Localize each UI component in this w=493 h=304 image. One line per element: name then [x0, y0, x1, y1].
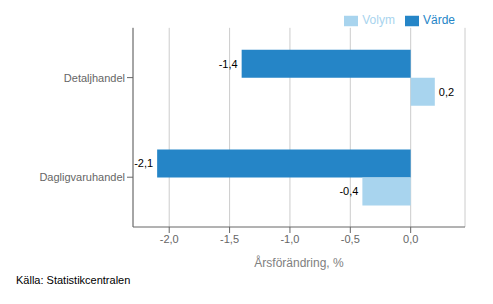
html-text:Källa: Statistikcentralen: Källa: Statistikcentralen	[16, 274, 131, 286]
svg-text:Årsförändring, %: Årsförändring, %	[254, 255, 344, 270]
svg-text:0,0: 0,0	[403, 233, 418, 245]
svg-text:Dagligvaruhandel: Dagligvaruhandel	[39, 171, 125, 183]
svg-text:Detaljhandel: Detaljhandel	[64, 72, 125, 84]
svg-text:-0,4: -0,4	[339, 185, 358, 197]
svg-text:-1,0: -1,0	[280, 233, 299, 245]
svg-text:0,2: 0,2	[439, 86, 454, 98]
svg-text:-2,1: -2,1	[134, 157, 153, 169]
svg-text:-0,5: -0,5	[341, 233, 360, 245]
svg-text:-1,5: -1,5	[220, 233, 239, 245]
html-text:Värde: Värde	[423, 13, 455, 27]
svg-text:-1,4: -1,4	[219, 58, 238, 70]
svg-text:-2,0: -2,0	[160, 233, 179, 245]
html-text:Volym: Volym	[362, 13, 395, 27]
